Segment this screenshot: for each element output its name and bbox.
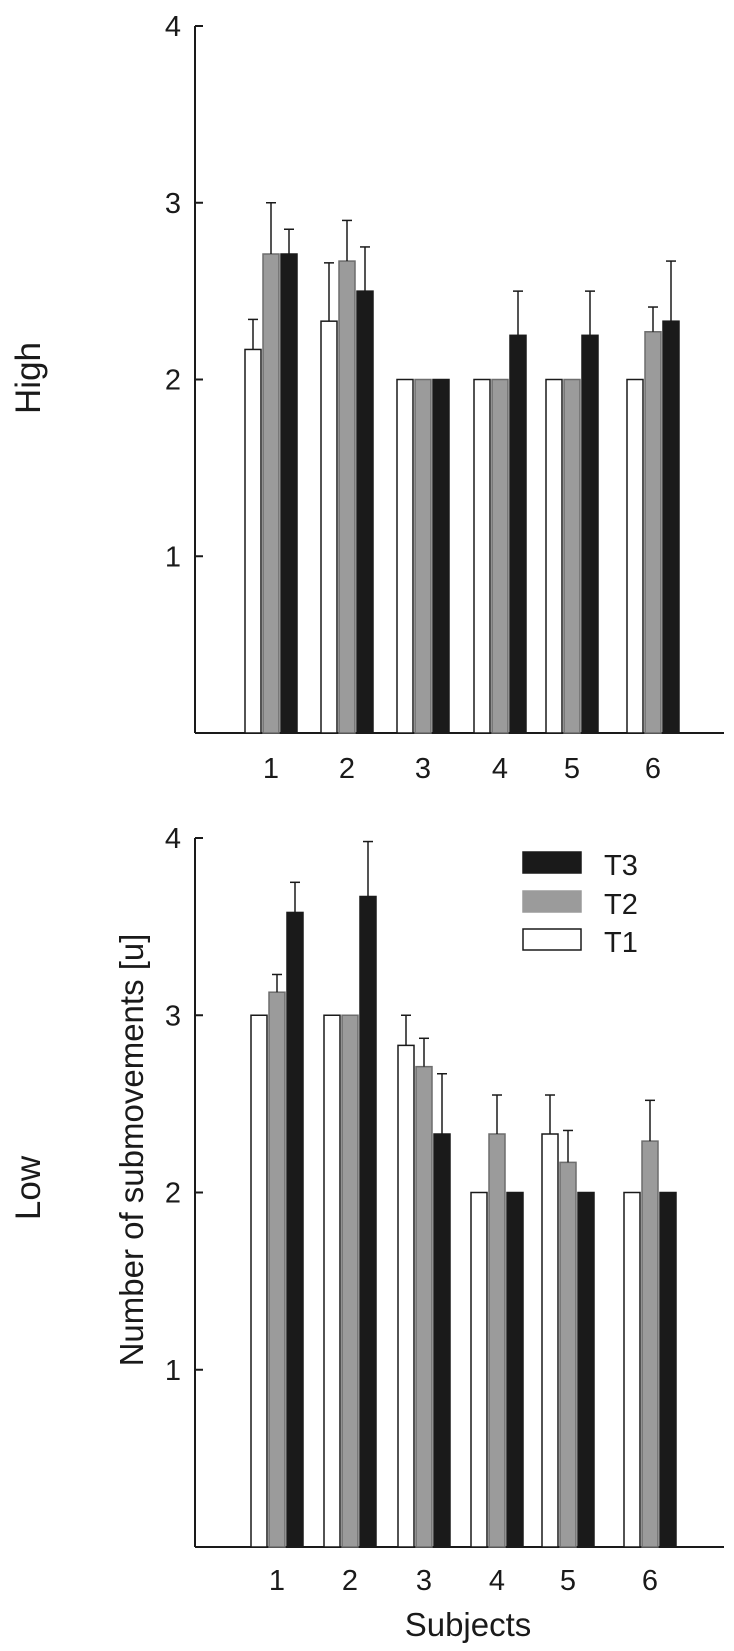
bar-t2-subject-6 — [641, 1140, 659, 1548]
y-tick-label: 2 — [165, 1178, 181, 1210]
x-tick-label: 3 — [415, 753, 431, 785]
bar-t2-subject-5 — [563, 378, 581, 734]
x-axis-title: Subjects — [405, 1606, 532, 1643]
legend-label-t1: T1 — [604, 927, 638, 959]
bar-t3-subject-5 — [577, 1191, 595, 1548]
bar-t2-subject-4 — [488, 1133, 506, 1548]
bar-t1-subject-1 — [244, 348, 262, 734]
chart-panel-high: High 1 2 3 4 1 2 3 4 5 6 — [9, 11, 724, 785]
bar-t1-subject-3 — [397, 1044, 415, 1548]
legend-swatch-t2 — [522, 890, 582, 913]
x-tick-label: 5 — [560, 1565, 576, 1597]
bar-t2-subject-5 — [559, 1161, 577, 1548]
bar-t2-subject-6 — [644, 331, 662, 734]
bar-t1-subject-2 — [323, 1014, 341, 1548]
y-tick-label: 3 — [165, 1000, 181, 1032]
bar-t2-subject-2 — [341, 1014, 359, 1548]
y-tick-label: 1 — [165, 541, 181, 573]
x-tick-label: 5 — [564, 753, 580, 785]
bar-t3-subject-1 — [286, 911, 304, 1548]
chart-panels: High 1 2 3 4 1 2 3 4 5 6 Low 1 2 3 4 1 2 3 4 5 6 — [9, 11, 724, 1597]
bar-t1-subject-6 — [626, 378, 644, 734]
y-tick-label: 4 — [165, 11, 181, 43]
x-tick-label: 3 — [416, 1565, 432, 1597]
bar-t3-subject-2 — [356, 290, 374, 734]
bar-t1-subject-5 — [541, 1133, 559, 1548]
x-tick-label: 4 — [492, 753, 508, 785]
y-axis-title: Number of submovements [u] — [113, 934, 150, 1367]
x-tick-label: 2 — [339, 753, 355, 785]
bar-t2-subject-3 — [415, 1065, 433, 1548]
bar-t3-subject-3 — [432, 378, 450, 734]
bar-t3-subject-1 — [280, 253, 298, 734]
bar-t3-subject-6 — [662, 320, 680, 734]
x-tick-label: 2 — [342, 1565, 358, 1597]
bar-t2-subject-3 — [414, 378, 432, 734]
panel-label: High — [9, 342, 48, 414]
legend-swatch-t3 — [522, 851, 582, 874]
legend-swatch-t1 — [522, 928, 582, 951]
x-tick-label: 1 — [263, 753, 279, 785]
x-tick-label: 6 — [642, 1565, 658, 1597]
legend-label-t2: T2 — [604, 889, 638, 921]
chart-panel-low: Low 1 2 3 4 1 2 3 4 5 6 — [9, 823, 724, 1597]
y-tick-label: 2 — [165, 365, 181, 397]
bar-t1-subject-5 — [545, 378, 563, 734]
x-tick-label: 4 — [489, 1565, 505, 1597]
x-tick-label: 6 — [645, 753, 661, 785]
bar-t1-subject-3 — [396, 378, 414, 734]
bar-t2-subject-1 — [262, 253, 280, 734]
legend-label-t3: T3 — [604, 850, 638, 882]
bar-t2-subject-4 — [491, 378, 509, 734]
bar-t1-subject-4 — [470, 1191, 488, 1548]
bar-t1-subject-2 — [320, 320, 338, 734]
bar-t3-subject-4 — [506, 1191, 524, 1548]
y-tick-label: 4 — [165, 823, 181, 855]
bar-t2-subject-2 — [338, 260, 356, 734]
bar-t1-subject-4 — [473, 378, 491, 734]
bar-t3-subject-5 — [581, 334, 599, 734]
bar-t1-subject-6 — [623, 1191, 641, 1548]
bar-t3-subject-2 — [359, 895, 377, 1548]
bar-t2-subject-1 — [268, 991, 286, 1548]
y-tick-label: 1 — [165, 1355, 181, 1387]
bar-t1-subject-1 — [250, 1014, 268, 1548]
bar-t3-subject-6 — [659, 1191, 677, 1548]
legend: T3 T2 T1 — [522, 850, 638, 959]
y-tick-label: 3 — [165, 188, 181, 220]
x-tick-label: 1 — [269, 1565, 285, 1597]
bar-t3-subject-3 — [433, 1133, 451, 1548]
panel-label: Low — [9, 1155, 48, 1220]
bar-t3-subject-4 — [509, 334, 527, 734]
